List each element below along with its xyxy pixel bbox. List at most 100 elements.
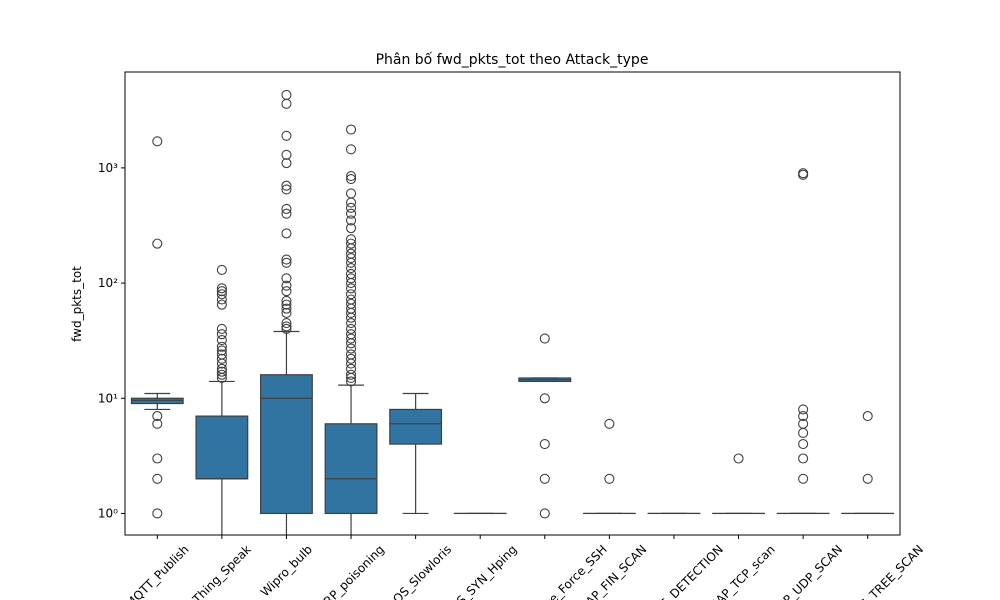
- outlier: [345, 376, 357, 387]
- outlier: [281, 149, 292, 160]
- outlier: [539, 473, 550, 484]
- outlier: [345, 252, 357, 264]
- outlier: [216, 329, 227, 340]
- outlier: [345, 174, 357, 185]
- outlier: [345, 283, 357, 294]
- outlier: [281, 257, 292, 268]
- outlier: [281, 89, 292, 100]
- outlier: [281, 286, 292, 297]
- outlier: [216, 299, 227, 310]
- outlier: [345, 273, 357, 284]
- outlier: [216, 264, 227, 276]
- outlier: [281, 299, 292, 310]
- outlier: [281, 130, 292, 141]
- outlier: [345, 124, 357, 135]
- outlier: [152, 473, 163, 484]
- outlier: [281, 273, 292, 284]
- outlier: [345, 317, 357, 329]
- x-tick-label: ARP_poisoning: [315, 542, 387, 600]
- outlier: [281, 228, 292, 239]
- x-tick-label: Wipro_bulb: [258, 542, 315, 599]
- outlier: [345, 238, 357, 249]
- outlier: [798, 169, 809, 180]
- outlier: [345, 369, 357, 380]
- outlier: [345, 144, 357, 155]
- outlier: [281, 203, 292, 215]
- box: [260, 374, 313, 515]
- outlier: [862, 473, 873, 484]
- outlier: [281, 184, 292, 195]
- outlier: [798, 404, 809, 415]
- outlier: [539, 439, 550, 450]
- outlier: [604, 418, 615, 429]
- outlier: [345, 170, 357, 182]
- outlier: [152, 411, 163, 422]
- outlier: [152, 453, 163, 464]
- box: [389, 408, 443, 445]
- outlier: [345, 323, 357, 334]
- outlier: [345, 197, 357, 208]
- outlier: [281, 295, 292, 306]
- y-tick-label: 10²: [98, 276, 118, 290]
- y-tick-label: 10¹: [98, 391, 118, 405]
- outlier: [216, 349, 227, 360]
- outlier: [216, 323, 227, 334]
- outlier: [281, 321, 292, 332]
- outlier: [345, 363, 357, 374]
- outlier: [345, 329, 357, 340]
- x-tick-label: Thing_Speak: [189, 542, 254, 600]
- outlier: [345, 202, 357, 213]
- outlier: [152, 238, 163, 249]
- outlier: [216, 294, 227, 305]
- outlier: [345, 268, 357, 280]
- outlier: [345, 234, 357, 245]
- chart-title: Phân bố fwd_pkts_tot theo Attack_type: [376, 51, 649, 68]
- outlier: [798, 427, 809, 438]
- outlier: [539, 333, 550, 344]
- outlier: [345, 333, 357, 344]
- outlier: [345, 349, 357, 360]
- outlier: [152, 418, 163, 429]
- outlier: [345, 343, 357, 354]
- outlier: [798, 453, 809, 464]
- outlier: [152, 136, 163, 147]
- y-axis-label: fwd_pkts_tot: [70, 266, 84, 342]
- outlier: [216, 283, 227, 294]
- outlier: [539, 508, 550, 519]
- plot-area: [130, 89, 895, 535]
- outlier: [345, 263, 357, 274]
- box: [324, 423, 378, 515]
- outlier: [539, 393, 550, 404]
- outlier: [152, 508, 163, 519]
- outlier: [216, 353, 227, 364]
- outlier: [345, 208, 357, 219]
- outlier: [281, 323, 292, 334]
- outlier: [281, 180, 292, 191]
- outlier: [798, 473, 809, 484]
- outlier: [216, 335, 227, 346]
- outlier: [733, 453, 744, 464]
- outlier: [345, 289, 357, 300]
- outlier: [345, 248, 357, 259]
- outlier: [345, 215, 357, 226]
- outlier: [604, 473, 615, 484]
- outlier: [216, 341, 227, 352]
- outlier: [281, 303, 292, 314]
- outlier: [281, 280, 292, 291]
- outlier: [281, 98, 292, 109]
- outlier: [345, 294, 357, 305]
- outlier: [345, 188, 357, 199]
- x-tick-label: DDOS_Slowloris: [377, 542, 454, 600]
- y-tick-label: 10³: [98, 161, 118, 175]
- outlier: [281, 307, 292, 319]
- outlier: [216, 366, 227, 377]
- outlier: [798, 411, 809, 422]
- y-tick-label: 10⁰: [98, 506, 118, 520]
- outlier: [281, 158, 292, 169]
- outlier: [216, 286, 227, 297]
- x-tick-label: MQTT_Publish: [123, 542, 192, 600]
- outlier: [798, 439, 809, 450]
- box: [195, 415, 249, 480]
- axes-frame: [124, 71, 901, 536]
